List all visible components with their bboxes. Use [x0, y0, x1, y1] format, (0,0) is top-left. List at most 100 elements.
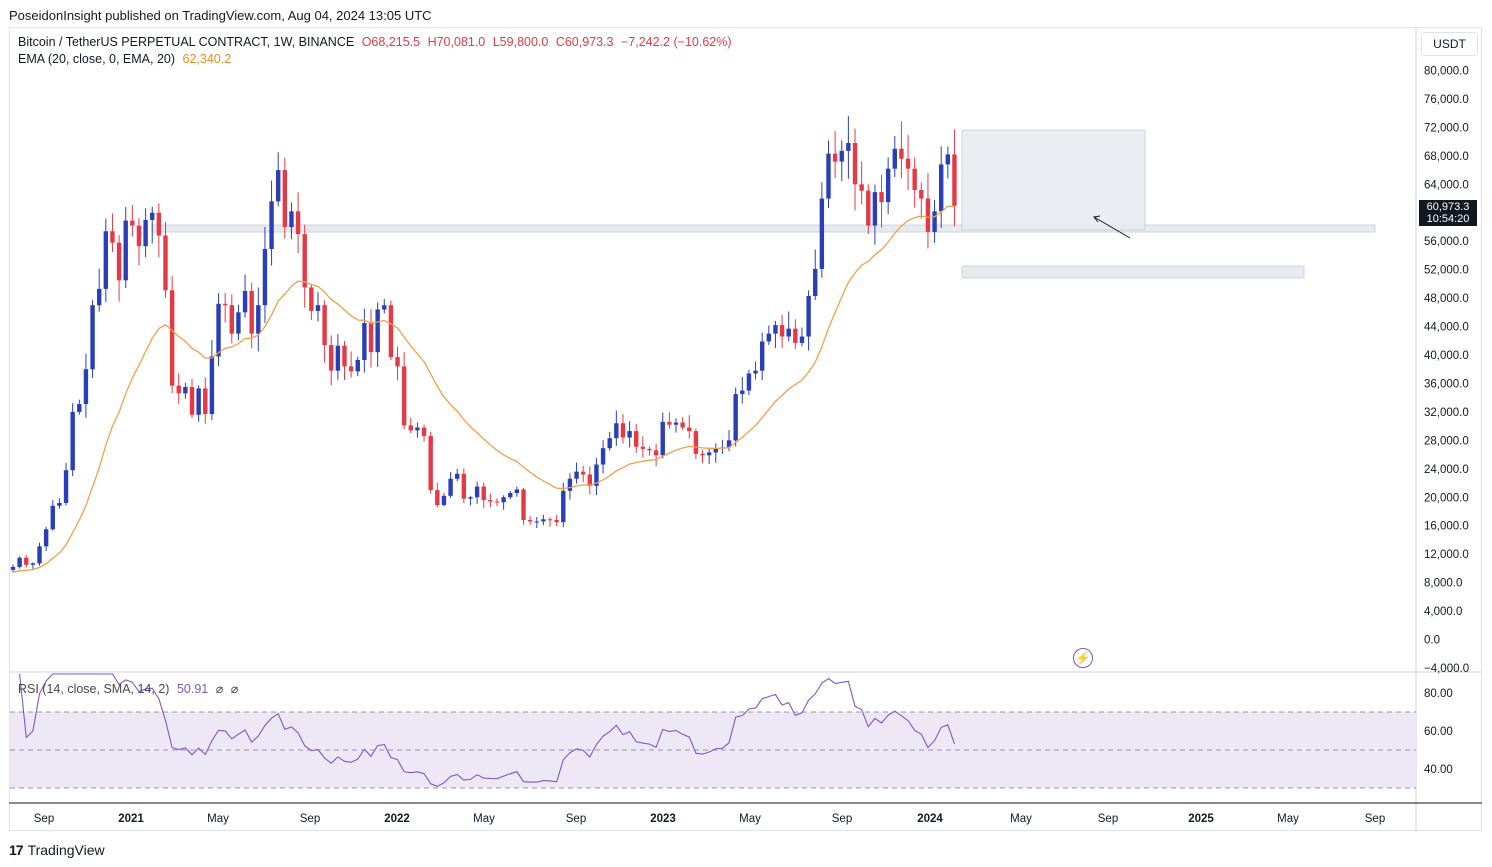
lightning-icon[interactable]: ⚡	[1073, 648, 1093, 668]
candle-body	[468, 497, 473, 499]
rsi-label: RSI (14, close, SMA, 14, 2)	[18, 682, 170, 696]
price-tick-label: 64,000.0	[1424, 179, 1469, 191]
candle-body	[362, 322, 367, 360]
candle-body	[614, 423, 619, 439]
price-tick-label: 8,000.0	[1424, 578, 1462, 590]
candle-body	[925, 198, 931, 232]
candle-body	[388, 305, 394, 358]
candle-body	[90, 305, 95, 370]
candle-body	[481, 486, 486, 501]
candle-body	[342, 345, 347, 367]
candle-body	[203, 388, 208, 415]
time-tick-label: 2025	[1188, 813, 1214, 825]
candle-body	[368, 322, 374, 353]
price-tick-label: 28,000.0	[1424, 435, 1469, 447]
candle-body	[216, 303, 221, 357]
candle-body	[169, 290, 175, 386]
candle-body	[189, 387, 195, 415]
price-tick-label: 24,000.0	[1424, 464, 1469, 476]
candle-body	[521, 489, 526, 521]
candle-body	[600, 448, 606, 465]
candle-body	[10, 566, 16, 570]
candle-body	[156, 212, 162, 236]
time-tick-label: Sep	[300, 813, 320, 825]
candle-body	[43, 529, 49, 547]
candle-body	[773, 325, 778, 334]
price-tick-label: 4,000.0	[1424, 606, 1462, 618]
price-tick-label: 0.0	[1424, 635, 1440, 647]
candle-body	[315, 305, 321, 311]
tradingview-wordmark: TradingView	[27, 842, 105, 858]
candle-body	[514, 489, 520, 493]
candle-body	[461, 473, 467, 499]
currency-selector[interactable]: USDT	[1421, 32, 1478, 56]
support-zone	[151, 224, 1376, 233]
price-tick-label: −4,000.0	[1424, 663, 1469, 675]
time-tick-label: 2024	[917, 813, 943, 825]
ema-line	[12, 205, 955, 573]
ema-legend: EMA (20, close, 0, EMA, 20) 62,340.2	[18, 52, 235, 66]
candle-body	[282, 170, 288, 227]
candle-body	[83, 369, 89, 405]
time-tick-label: Sep	[566, 813, 586, 825]
candle-body	[309, 287, 314, 311]
price-tick-label: 52,000.0	[1424, 265, 1469, 277]
price-tick-label: 40,000.0	[1424, 350, 1469, 362]
candle-body	[786, 328, 791, 337]
candle-body	[428, 436, 433, 491]
candle-body	[932, 211, 937, 232]
candle-body	[24, 557, 29, 565]
candle-body	[335, 345, 341, 371]
candle-body	[939, 164, 944, 212]
candle-body	[839, 150, 844, 162]
candle-body	[793, 328, 798, 343]
price-tick-label: 76,000.0	[1424, 94, 1469, 106]
price-tick-label: 72,000.0	[1424, 122, 1469, 134]
candle-body	[753, 370, 758, 374]
low-value: L59,800.0	[492, 35, 549, 49]
candle-body	[693, 431, 699, 454]
candle-body	[355, 359, 360, 372]
candle-body	[30, 563, 36, 565]
candle-body	[116, 242, 122, 281]
price-tick-label: 12,000.0	[1424, 549, 1469, 561]
symbol-legend: Bitcoin / TetherUS PERPETUAL CONTRACT, 1…	[18, 35, 736, 49]
candle-body	[634, 431, 639, 447]
lower-zone	[961, 265, 1305, 279]
candle-body	[574, 471, 579, 479]
candle-body	[919, 189, 924, 199]
candle-body	[435, 490, 440, 506]
candle-body	[952, 154, 957, 206]
price-tick-label: 36,000.0	[1424, 378, 1469, 390]
candle-body	[408, 425, 413, 431]
symbol-name: Bitcoin / TetherUS PERPETUAL CONTRACT, 1…	[18, 35, 355, 49]
candle-body	[143, 219, 148, 247]
candle-body	[819, 198, 825, 269]
candle-body	[700, 453, 705, 456]
candle-body	[647, 448, 652, 451]
price-tick-label: 68,000.0	[1424, 151, 1469, 163]
candle-body	[236, 312, 241, 334]
candle-body	[832, 153, 838, 162]
price-tick-label: 56,000.0	[1424, 236, 1469, 248]
candle-body	[554, 520, 559, 523]
candle-body	[680, 422, 685, 428]
rsi-extra-2: ⌀	[230, 682, 239, 696]
candle-body	[567, 478, 573, 491]
price-tick-label: 16,000.0	[1424, 521, 1469, 533]
candle-body	[607, 438, 612, 449]
time-tick-label: 2023	[650, 813, 676, 825]
last-price: 60,973.3	[1426, 201, 1470, 213]
rsi-value: 50.91	[176, 682, 209, 696]
candle-body	[150, 212, 155, 220]
price-tick-label: 20,000.0	[1424, 492, 1469, 504]
candle-body	[183, 387, 188, 394]
candle-body	[872, 192, 878, 226]
price-tick-label: 32,000.0	[1424, 407, 1469, 419]
candle-body	[740, 390, 745, 395]
candle-body	[176, 385, 181, 394]
candle-body	[123, 220, 128, 281]
tradingview-logo[interactable]: 17 TradingView	[9, 842, 105, 858]
candle-body	[766, 333, 772, 342]
